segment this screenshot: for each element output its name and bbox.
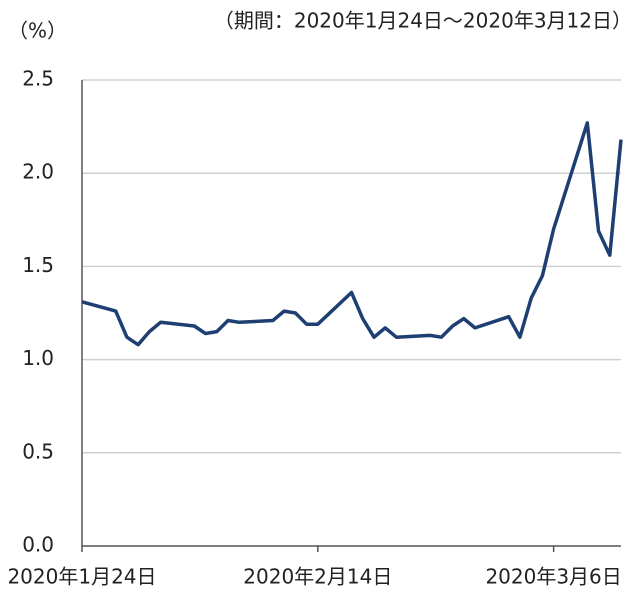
x-tick-label: 2020年3月6日 bbox=[485, 565, 621, 589]
chart-subtitle: （期間：2020年1月24日～2020年3月12日） bbox=[214, 9, 632, 33]
y-tick-label: 2.0 bbox=[22, 160, 54, 184]
y-tick-label: 2.5 bbox=[22, 67, 54, 91]
x-tick-label: 2020年1月24日 bbox=[7, 565, 156, 589]
y-tick-label: 0.0 bbox=[22, 533, 54, 557]
y-tick-label: 0.5 bbox=[22, 439, 54, 463]
data-line bbox=[81, 121, 623, 347]
y-tick-label: 1.0 bbox=[22, 346, 54, 370]
x-tick-label: 2020年2月14日 bbox=[243, 565, 392, 589]
y-tick-label: 1.5 bbox=[22, 253, 54, 277]
y-axis-label: （%） bbox=[8, 19, 67, 43]
